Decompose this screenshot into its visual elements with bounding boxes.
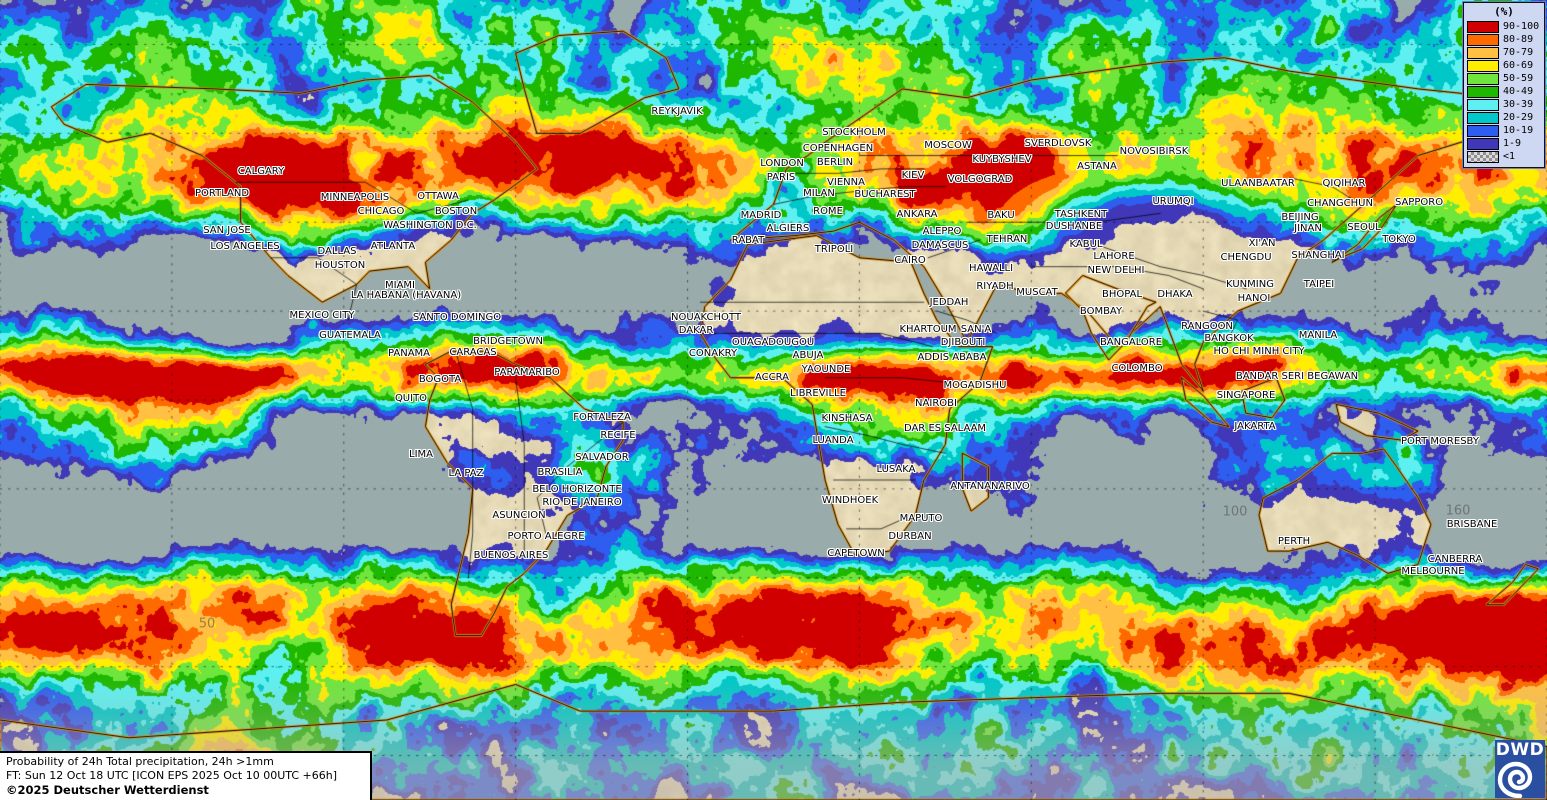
- legend-swatch: [1467, 59, 1499, 72]
- caption-copyright: ©2025 Deutscher Wetterdienst: [6, 783, 209, 797]
- legend-row: 70-79: [1467, 46, 1541, 59]
- legend-label: 20-29: [1503, 111, 1534, 123]
- legend-swatch: [1467, 46, 1499, 59]
- caption-product-title: Probability of 24h Total precipitation, …: [6, 755, 274, 768]
- legend-label: 60-69: [1503, 59, 1534, 71]
- legend-row: 90-100: [1467, 20, 1541, 33]
- legend-label: 40-49: [1503, 85, 1534, 97]
- color-legend: (%) 90-100 80-89 70-79 60-69 50-59 40-49 30-39…: [1463, 2, 1545, 168]
- legend-swatch: [1467, 150, 1499, 163]
- legend-label: 50-59: [1503, 72, 1534, 84]
- legend-row: 20-29: [1467, 111, 1541, 124]
- legend-row: <1: [1467, 150, 1541, 163]
- legend-row: 10-19: [1467, 124, 1541, 137]
- legend-swatch: [1467, 33, 1499, 46]
- legend-label: 80-89: [1503, 33, 1534, 45]
- legend-label: 70-79: [1503, 46, 1534, 58]
- legend-label: 1-9: [1503, 137, 1522, 149]
- legend-label: <1: [1503, 150, 1516, 162]
- legend-label: 30-39: [1503, 98, 1534, 110]
- dwd-logo-text: DWD: [1495, 740, 1545, 760]
- legend-row: 40-49: [1467, 85, 1541, 98]
- legend-swatch: [1467, 111, 1499, 124]
- legend-row: 1-9: [1467, 137, 1541, 150]
- dwd-spiral-icon: [1497, 761, 1533, 798]
- legend-swatch: [1467, 98, 1499, 111]
- legend-swatch: [1467, 137, 1499, 150]
- legend-label: 90-100: [1503, 20, 1540, 32]
- legend-title: (%): [1494, 5, 1514, 18]
- map-caption: Probability of 24h Total precipitation, …: [0, 751, 372, 800]
- legend-row: 30-39: [1467, 98, 1541, 111]
- legend-swatch: [1467, 85, 1499, 98]
- caption-forecast-time: FT: Sun 12 Oct 18 UTC [ICON EPS 2025 Oct…: [6, 769, 338, 782]
- legend-row: 50-59: [1467, 72, 1541, 85]
- dwd-logo: DWD: [1495, 740, 1545, 798]
- legend-row: 80-89: [1467, 33, 1541, 46]
- legend-row: 60-69: [1467, 59, 1541, 72]
- legend-swatch: [1467, 72, 1499, 85]
- legend-rows: 90-100 80-89 70-79 60-69 50-59 40-49 30-39 20-2…: [1467, 20, 1541, 163]
- legend-swatch: [1467, 20, 1499, 33]
- legend-label: 10-19: [1503, 124, 1534, 136]
- legend-swatch: [1467, 124, 1499, 137]
